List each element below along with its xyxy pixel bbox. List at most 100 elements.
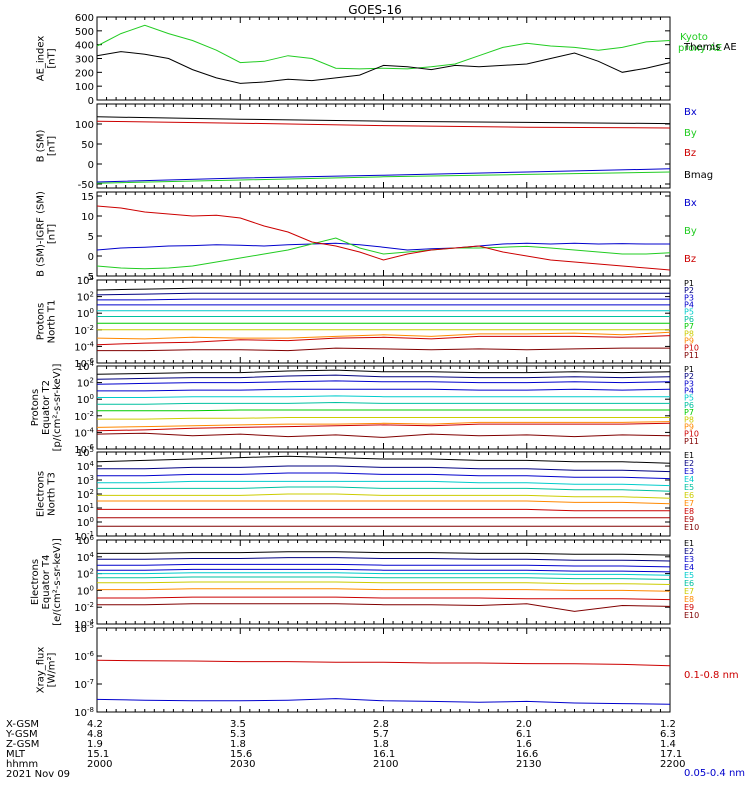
y-tick-label: 10-2 — [74, 601, 94, 614]
panel-frame — [96, 279, 671, 364]
y-axis-label: Xray_flux [W/m²] — [36, 647, 58, 694]
y-tick-label: 0 — [88, 252, 94, 263]
y-axis-label-line: [W/m²] — [47, 652, 58, 687]
panel-frame — [96, 16, 671, 101]
series-line-p6 — [97, 401, 670, 405]
series-line-by — [96, 237, 671, 270]
legend-entry: E10 — [684, 523, 699, 532]
legend-entry: P2 — [684, 372, 694, 381]
series-line-e7 — [97, 500, 671, 505]
legend-entry: E2 — [684, 547, 694, 556]
legend-entry: Bz — [684, 148, 696, 159]
series-line-bmag — [96, 116, 671, 125]
y-tick-label: 102 — [77, 568, 94, 581]
series-line-e1 — [96, 455, 671, 464]
y-tick-label: 102 — [77, 291, 94, 304]
y-axis-label-line: B (SM) — [36, 129, 47, 162]
legend-entry: P4 — [684, 301, 694, 310]
y-axis-label-line: North T1 — [47, 300, 58, 344]
panel-2: -50 0 50 100 B (SM) [nT] Bx By Bz Bmag — [36, 103, 713, 191]
series-line-p9 — [96, 421, 671, 428]
series-line-p5 — [97, 395, 670, 398]
y-tick-label: 102 — [77, 377, 94, 390]
panel-8: 10-5 10-6 10-7 10-8 Xray_flux [W/m²] 0.1-0.8 n… — [36, 622, 746, 779]
y-axis-label-line: Protons — [36, 303, 47, 340]
y-axis-label-line: AE_index — [36, 36, 47, 82]
legend-entry: 0.1-0.8 nm — [684, 670, 739, 681]
y-tick-label: 15 — [81, 192, 94, 203]
y-tick-label: 400 — [75, 41, 94, 52]
panel-3: -5 0 5 10 15 B (SM)-IGRF (SM) [nT] Bx By Bz — [36, 191, 697, 283]
series-line-bz — [96, 120, 671, 129]
legend-entry: P7 — [684, 322, 694, 331]
y-tick-label: 10-8 — [74, 706, 94, 719]
y-axis-label-line: Protons — [30, 389, 41, 426]
legend-entry: E8 — [684, 507, 694, 516]
series-line-p1 — [96, 369, 671, 375]
legend-entry: P3 — [684, 379, 694, 388]
y-tick-label: 100 — [77, 393, 94, 406]
y-tick-label: 101 — [77, 502, 94, 515]
legend-entry: By — [684, 128, 697, 139]
y-tick-label: 10-6 — [74, 357, 94, 370]
y-axis-label-line: [nT] — [47, 136, 58, 156]
series-line-p11 — [96, 432, 671, 438]
y-tick-label: 104 — [77, 274, 95, 287]
y-tick-label: 100 — [77, 584, 94, 597]
y-tick-label: 0 — [88, 96, 94, 107]
y-tick-label: 105 — [77, 446, 94, 459]
y-axis-label-line: [nT] — [47, 224, 58, 244]
legend-entry: P4 — [684, 387, 694, 396]
legend-entry: E4 — [684, 475, 694, 484]
legend-entry: P6 — [684, 315, 694, 324]
legend-entry: P8 — [684, 329, 694, 338]
y-tick-label: 104 — [77, 360, 95, 373]
legend-entry: P10 — [684, 344, 699, 353]
legend-entry: P11 — [684, 351, 699, 360]
y-tick-label: 0 — [88, 160, 94, 171]
y-tick-label: 100 — [75, 120, 94, 131]
series-line-p3 — [96, 380, 671, 385]
legend-entry: P8 — [684, 415, 694, 424]
series-line-p3 — [97, 298, 670, 301]
series-line-bx — [96, 168, 671, 183]
y-tick-label: 100 — [75, 82, 94, 93]
legend-entry: P11 — [684, 437, 699, 446]
legend-entry: P1 — [684, 365, 694, 374]
y-tick-label: 5 — [88, 232, 94, 243]
legend-entry: Bx — [684, 198, 697, 209]
series-line-bz — [96, 205, 671, 271]
y-axis-label: Protons Equator T2 [p/(cm²-s-sr-keV)] — [30, 364, 63, 452]
series-line-bx — [96, 242, 670, 251]
y-axis-label-line: [nT] — [47, 48, 58, 68]
legend-entry: P2 — [684, 286, 694, 295]
chart-title: GOES-16 — [348, 3, 402, 17]
y-axis-label-line: Electrons — [30, 559, 41, 605]
y-tick-label: 103 — [77, 474, 94, 487]
legend-entry: E6 — [684, 579, 694, 588]
legend-entry: E1 — [684, 451, 694, 460]
y-tick-label: 500 — [75, 27, 94, 38]
series-line-e7 — [97, 581, 671, 585]
series-line-e8 — [97, 588, 671, 592]
y-tick-label: 200 — [75, 68, 94, 79]
y-tick-label: 10-1 — [74, 530, 94, 543]
y-axis-label-line: B (SM)-IGRF (SM) — [36, 191, 47, 277]
panel-5: 104 102 100 10-2 10-4 10-6 Protons Equator T2 [p… — [30, 360, 699, 456]
y-axis-label-line: Xray_flux — [36, 647, 47, 694]
y-tick-label: 10-2 — [74, 324, 94, 337]
legend-entry: Kyoto proxy AE — [678, 32, 722, 54]
legend-entry: P6 — [684, 401, 694, 410]
y-tick-label: 10-4 — [74, 618, 94, 631]
legend-entry: P5 — [684, 394, 694, 403]
y-axis-label: B (SM) [nT] — [36, 129, 58, 162]
series-line-e5 — [97, 486, 671, 492]
series-line-p10 — [96, 335, 671, 346]
legend-entry: E2 — [684, 459, 694, 468]
series-line-by — [96, 171, 671, 184]
legend-entry: E7 — [684, 499, 694, 508]
legend-entry: E5 — [684, 571, 694, 580]
series-line-p4 — [97, 388, 671, 392]
series-line-e3 — [97, 563, 671, 568]
